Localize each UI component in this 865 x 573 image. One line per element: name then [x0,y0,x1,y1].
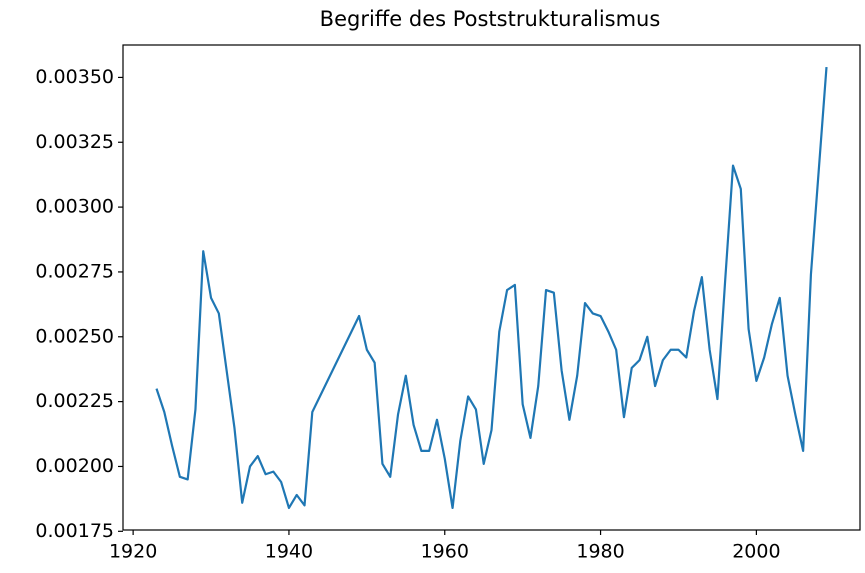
x-tick-label: 1920 [109,541,157,563]
y-tick-label: 0.00225 [35,390,114,412]
x-tick-label: 1960 [421,541,469,563]
y-tick-label: 0.00275 [35,260,114,282]
plot-frame [122,44,861,531]
y-tick-label: 0.00175 [35,520,114,542]
y-tick-label: 0.00350 [35,66,114,88]
x-tick-label: 2000 [732,541,780,563]
x-tick-label: 1940 [265,541,313,563]
y-tick-label: 0.00325 [35,131,114,153]
x-tick-label: 1980 [576,541,624,563]
y-tick-label: 0.00200 [35,455,114,477]
chart-title: Begriffe des Poststrukturalismus [320,7,661,31]
y-tick-label: 0.00250 [35,325,114,347]
line [155,66,828,510]
y-tick-label: 0.00300 [35,196,114,218]
